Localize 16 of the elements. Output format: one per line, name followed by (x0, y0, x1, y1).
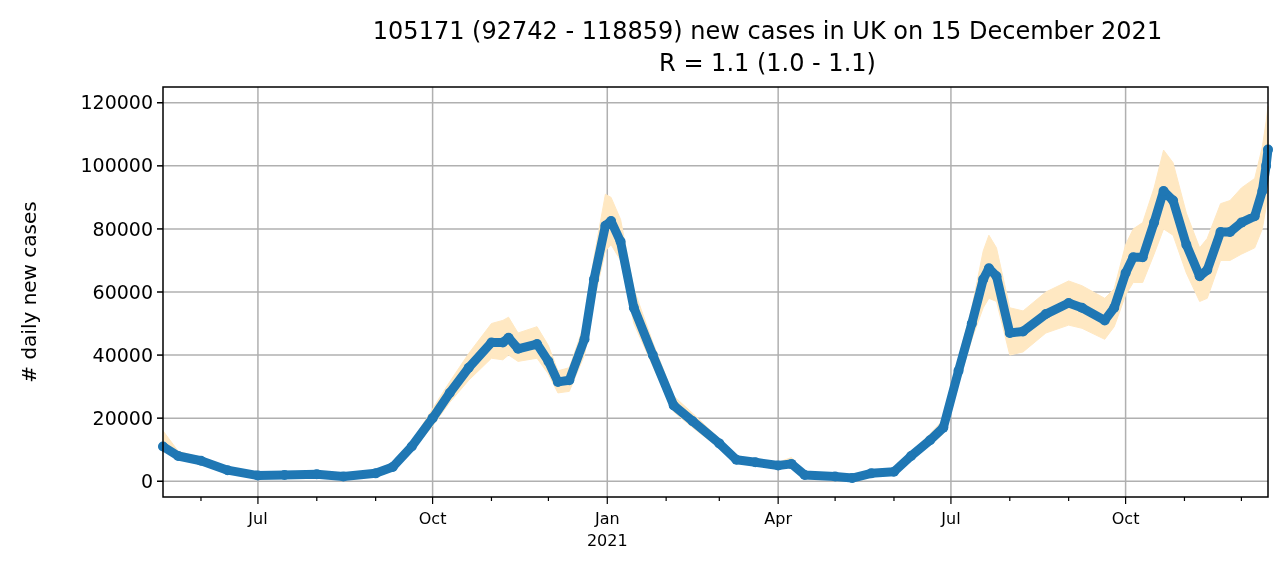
x-tick-label: Jul (940, 509, 961, 528)
y-tick-label: 40000 (92, 343, 153, 366)
y-tick-label: 80000 (92, 217, 153, 240)
x-tick-label: Oct (1111, 509, 1140, 528)
y-tick-label: 100000 (80, 154, 153, 177)
chart-subtitle: R = 1.1 (1.0 - 1.1) (659, 49, 876, 77)
y-tick-label: 20000 (92, 406, 153, 429)
x-tick-label: Jan 2021 (586, 509, 628, 550)
x-tick-label: Oct (418, 509, 447, 528)
chart-title: 105171 (92742 - 118859) new cases in UK on 15 December 2021 (372, 17, 1163, 45)
y-axis-title: # daily new cases (17, 201, 41, 383)
x-tick-label: Apr (764, 509, 793, 528)
x-tick-label: Jul (247, 509, 268, 528)
y-tick-label: 120000 (80, 91, 153, 114)
y-tick-label: 60000 (92, 280, 153, 303)
y-tick-label: 0 (140, 469, 153, 492)
